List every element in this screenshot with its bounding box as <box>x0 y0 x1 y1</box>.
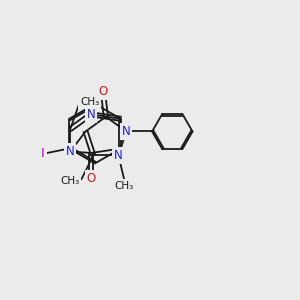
Text: N: N <box>66 145 75 158</box>
Text: CH₃: CH₃ <box>115 181 134 191</box>
Text: N: N <box>114 149 123 162</box>
Text: O: O <box>98 85 107 98</box>
Text: N: N <box>122 125 130 138</box>
Text: CH₃: CH₃ <box>61 176 80 186</box>
Text: I: I <box>41 147 45 160</box>
Text: CH₃: CH₃ <box>80 98 99 107</box>
Text: O: O <box>86 172 96 185</box>
Text: N: N <box>87 108 95 121</box>
